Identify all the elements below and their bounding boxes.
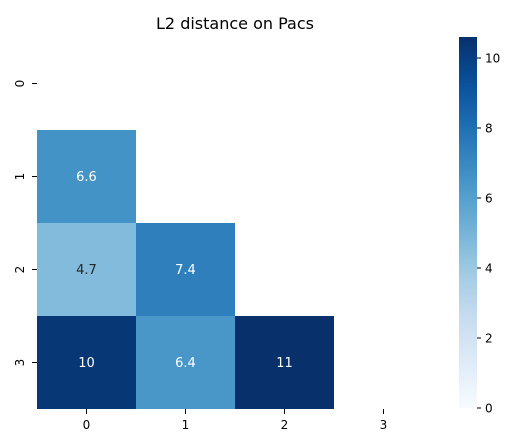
colorbar-gradient: [459, 37, 477, 408]
cell-value-label: 6.4: [175, 356, 196, 371]
y-tick-label: 0: [13, 80, 27, 88]
cell-value-label: 10: [78, 356, 95, 371]
x-tick-label: 2: [281, 418, 289, 432]
heatmap-cell: [37, 316, 136, 409]
heatmap-cell: [136, 223, 235, 316]
heatmap-cell: [136, 316, 235, 409]
colorbar-tick-label: 0: [485, 402, 493, 416]
heatmap-cell: [37, 130, 136, 223]
colorbar-tick-label: 6: [485, 192, 493, 206]
cell-value-label: 4.7: [76, 263, 97, 278]
colorbar-tick-label: 10: [485, 52, 500, 66]
colorbar-tick-label: 8: [485, 122, 493, 136]
x-tick-label: 3: [380, 418, 388, 432]
y-axis: 0 1 2 3: [13, 80, 37, 367]
colorbar: 0 2 4 6 8 10: [459, 37, 500, 416]
cell-value-label: 7.4: [175, 263, 196, 278]
y-tick-label: 2: [13, 266, 27, 274]
heatmap-cell: [37, 223, 136, 316]
heatmap-cells: 6.6 4.7 7.4 10 6.4 11: [37, 130, 334, 409]
x-tick-label: 0: [83, 418, 91, 432]
x-axis: 0 1 2 3: [83, 409, 388, 432]
colorbar-tick-label: 4: [485, 262, 493, 276]
x-tick-label: 1: [182, 418, 190, 432]
y-tick-label: 1: [13, 173, 27, 181]
chart-title: L2 distance on Pacs: [156, 14, 314, 33]
y-tick-label: 3: [13, 359, 27, 367]
cell-value-label: 11: [276, 356, 293, 371]
cell-value-label: 6.6: [76, 170, 97, 185]
heatmap-cell: [235, 316, 334, 409]
colorbar-tick-label: 2: [485, 332, 493, 346]
